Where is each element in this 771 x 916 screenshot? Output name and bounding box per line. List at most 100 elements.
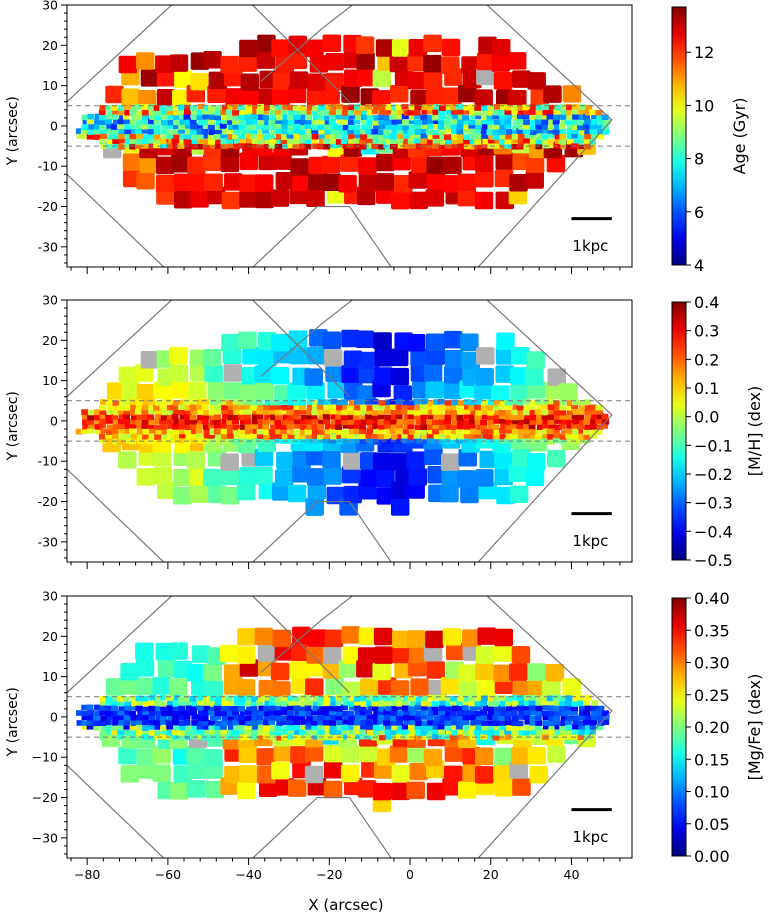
- voronoi-bin-fine: [324, 119, 332, 125]
- voronoi-bin: [475, 469, 494, 487]
- voronoi-bin-fine: [104, 719, 112, 726]
- voronoi-bin: [322, 450, 341, 469]
- voronoi-bin-fine: [196, 123, 204, 129]
- voronoi-bin-fine: [172, 143, 180, 150]
- voronoi-bin-fine: [596, 128, 604, 135]
- voronoi-bin-fine: [384, 423, 392, 430]
- voronoi-bin-fine: [402, 124, 410, 131]
- voronoi-bin-fine: [316, 729, 324, 735]
- voronoi-bin-fine: [191, 114, 199, 120]
- voronoi-bin-fine: [582, 429, 590, 435]
- voronoi-bin-fine: [183, 139, 191, 145]
- voronoi-bin-fine: [451, 134, 459, 140]
- voronoi-bin-fine: [541, 409, 549, 416]
- voronoi-bin-fine: [342, 124, 350, 131]
- voronoi-bin-fine: [535, 733, 543, 740]
- voronoi-bin-fine: [246, 705, 254, 712]
- voronoi-bin: [408, 171, 427, 189]
- voronoi-bin-fine: [264, 119, 272, 126]
- colorbar-tick-label: −0.5: [694, 551, 733, 570]
- voronoi-bin-fine: [129, 422, 137, 429]
- voronoi-bin-fine: [305, 114, 313, 121]
- voronoi-bin-fine: [427, 114, 435, 121]
- voronoi-bin-fine: [237, 104, 245, 111]
- voronoi-bin-fine: [390, 409, 398, 416]
- voronoi-bin-fine: [142, 404, 150, 411]
- voronoi-bin-fine: [201, 119, 209, 126]
- voronoi-bin-fine: [239, 432, 247, 439]
- voronoi-bin: [258, 779, 278, 798]
- voronoi-bin-fine: [342, 133, 350, 139]
- voronoi-bin-fine: [268, 418, 276, 424]
- voronoi-bin-fine: [373, 104, 381, 111]
- voronoi-bin-fine: [311, 124, 319, 131]
- voronoi-bin-fine: [323, 143, 331, 150]
- voronoi-bin-fine: [214, 714, 222, 720]
- voronoi-bin: [493, 644, 513, 662]
- colorbar-tick-label: 6: [694, 203, 704, 222]
- voronoi-bin-fine: [136, 133, 144, 139]
- voronoi-bin-fine: [166, 730, 174, 736]
- voronoi-bin: [186, 780, 206, 798]
- voronoi-bin-fine: [76, 133, 84, 139]
- voronoi-bin-fine: [585, 714, 593, 721]
- voronoi-bin-fine: [110, 724, 118, 731]
- voronoi-bin-fine: [384, 437, 392, 444]
- voronoi-bin: [287, 484, 307, 503]
- voronoi-bin-fine: [541, 710, 549, 717]
- voronoi-bin-fine: [437, 723, 445, 730]
- voronoi-bin-fine: [353, 423, 361, 429]
- voronoi-bin: [242, 346, 261, 365]
- voronoi-bin-fine: [458, 400, 466, 406]
- voronoi-bin-fine: [123, 418, 131, 425]
- voronoi-bin: [306, 646, 325, 664]
- voronoi-bin: [547, 368, 567, 386]
- voronoi-bin-fine: [172, 408, 180, 415]
- voronoi-bin: [152, 746, 171, 764]
- voronoi-bin-fine: [444, 429, 452, 435]
- voronoi-bin-fine: [329, 133, 337, 140]
- voronoi-bin-fine: [379, 123, 387, 130]
- voronoi-bin-fine: [123, 408, 131, 415]
- voronoi-bin-fine: [124, 132, 132, 139]
- voronoi-bin-fine: [506, 419, 514, 426]
- voronoi-bin: [157, 659, 177, 678]
- voronoi-bin-fine: [160, 142, 168, 149]
- voronoi-bin-fine: [141, 719, 149, 726]
- voronoi-bin-fine: [324, 399, 332, 405]
- voronoi-bin-fine: [153, 438, 161, 445]
- voronoi-bin-fine: [548, 734, 556, 740]
- voronoi-bin-fine: [185, 709, 193, 716]
- voronoi-bin-fine: [294, 109, 302, 115]
- voronoi-bin-fine: [372, 403, 380, 410]
- voronoi-bin-fine: [559, 128, 567, 135]
- voronoi-bin-fine: [542, 723, 550, 730]
- voronoi-bin-fine: [136, 119, 144, 126]
- voronoi-bin-fine: [269, 437, 277, 444]
- voronoi-bin-fine: [306, 404, 314, 411]
- voronoi-bin-fine: [341, 128, 349, 134]
- voronoi-bin-fine: [566, 109, 574, 116]
- voronoi-bin: [187, 173, 207, 192]
- voronoi-bin: [391, 191, 410, 210]
- voronoi-bin-fine: [571, 108, 579, 115]
- voronoi-bin-fine: [286, 710, 294, 716]
- voronoi-bin-fine: [347, 423, 355, 429]
- voronoi-bin-fine: [579, 705, 587, 711]
- voronoi-bin-fine: [499, 142, 507, 149]
- voronoi-bin-fine: [286, 142, 294, 149]
- voronoi-bin-fine: [409, 719, 417, 726]
- voronoi-bin-fine: [522, 123, 530, 130]
- voronoi-bin-fine: [312, 705, 320, 712]
- voronoi-bin-fine: [407, 399, 415, 406]
- voronoi-bin-fine: [105, 699, 113, 706]
- voronoi-bin-fine: [318, 705, 326, 711]
- voronoi-bin-fine: [160, 714, 168, 721]
- voronoi-bin: [287, 779, 307, 797]
- voronoi-bin-fine: [341, 419, 349, 426]
- voronoi-bin-fine: [299, 408, 307, 415]
- voronoi-bin-fine: [365, 399, 373, 405]
- voronoi-bin-fine: [456, 408, 464, 415]
- voronoi-bin-fine: [276, 134, 284, 140]
- voronoi-bin-fine: [421, 104, 429, 110]
